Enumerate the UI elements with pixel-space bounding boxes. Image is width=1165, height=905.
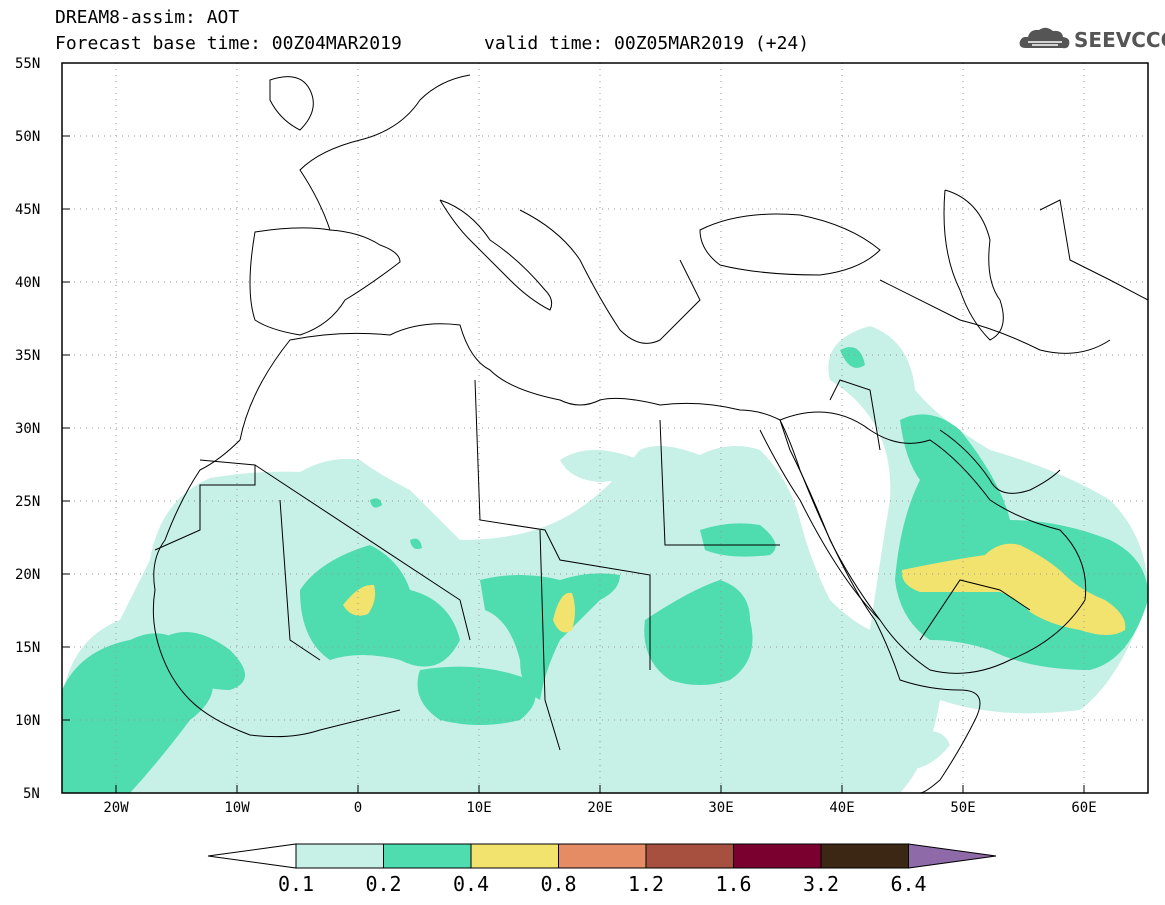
lat-label: 25N: [15, 494, 40, 510]
colorbar-over-arrow: [908, 843, 997, 869]
aot-layer-high: [343, 543, 1126, 635]
colorbar-bin: [470, 843, 559, 869]
colorbar-label: 0.1: [277, 872, 315, 896]
colorbar-bin: [645, 843, 734, 869]
lat-label: 20N: [15, 567, 40, 583]
forecast-base-time: Forecast base time: 00Z04MAR2019: [55, 33, 402, 54]
lat-labels: 55N 50N 45N 40N 35N 30N 25N 20N 15N 10N …: [15, 56, 40, 802]
colorbar-label: 1.2: [627, 872, 665, 896]
lat-label: 40N: [15, 275, 40, 291]
lon-label: 40E: [829, 800, 854, 816]
map-title: DREAM8-assim: AOT: [55, 7, 240, 28]
lon-label: 50E: [950, 800, 975, 816]
lat-label: 30N: [15, 421, 40, 437]
coastlines: [152, 74, 1148, 793]
colorbar-label: 0.8: [540, 872, 577, 896]
colorbar-bin: [820, 843, 909, 869]
lat-label: 45N: [15, 202, 40, 218]
lat-label: 50N: [15, 129, 40, 145]
colorbar-label: 6.4: [890, 872, 927, 896]
seevccc-logo: SEEVCCC: [1018, 24, 1165, 58]
lon-label: 30E: [708, 800, 733, 816]
colorbar-label: 0.2: [365, 872, 402, 896]
colorbar-under-arrow: [207, 843, 297, 869]
lon-label: 60E: [1071, 800, 1096, 816]
lat-label: 55N: [15, 56, 40, 72]
colorbar-label: 0.4: [452, 872, 490, 896]
lon-label: 10E: [466, 800, 491, 816]
cloud-icon: [1019, 27, 1070, 49]
colorbar-bin: [295, 843, 384, 869]
lon-label: 20E: [587, 800, 612, 816]
colorbar-bin: [733, 843, 822, 869]
colorbar-bin: [383, 843, 472, 869]
lat-label: 15N: [15, 640, 40, 656]
lon-labels: 20W 10W 0 10E 20E 30E 40E 50E 60E: [103, 800, 1096, 816]
colorbar: [207, 843, 997, 869]
colorbar-label: 1.6: [715, 872, 752, 896]
lon-label: 20W: [103, 800, 129, 816]
valid-time: valid time: 00Z05MAR2019 (+24): [484, 33, 810, 54]
lat-label: 10N: [15, 713, 40, 729]
logo-text: SEEVCCC: [1074, 28, 1165, 52]
lat-label: 35N: [15, 348, 40, 364]
lat-label: 5N: [23, 786, 40, 802]
lon-label: 0: [354, 800, 362, 816]
axis-ticks: [62, 62, 1085, 793]
colorbar-bin: [558, 843, 647, 869]
lon-label: 10W: [224, 800, 250, 816]
colorbar-label: 3.2: [802, 872, 840, 896]
